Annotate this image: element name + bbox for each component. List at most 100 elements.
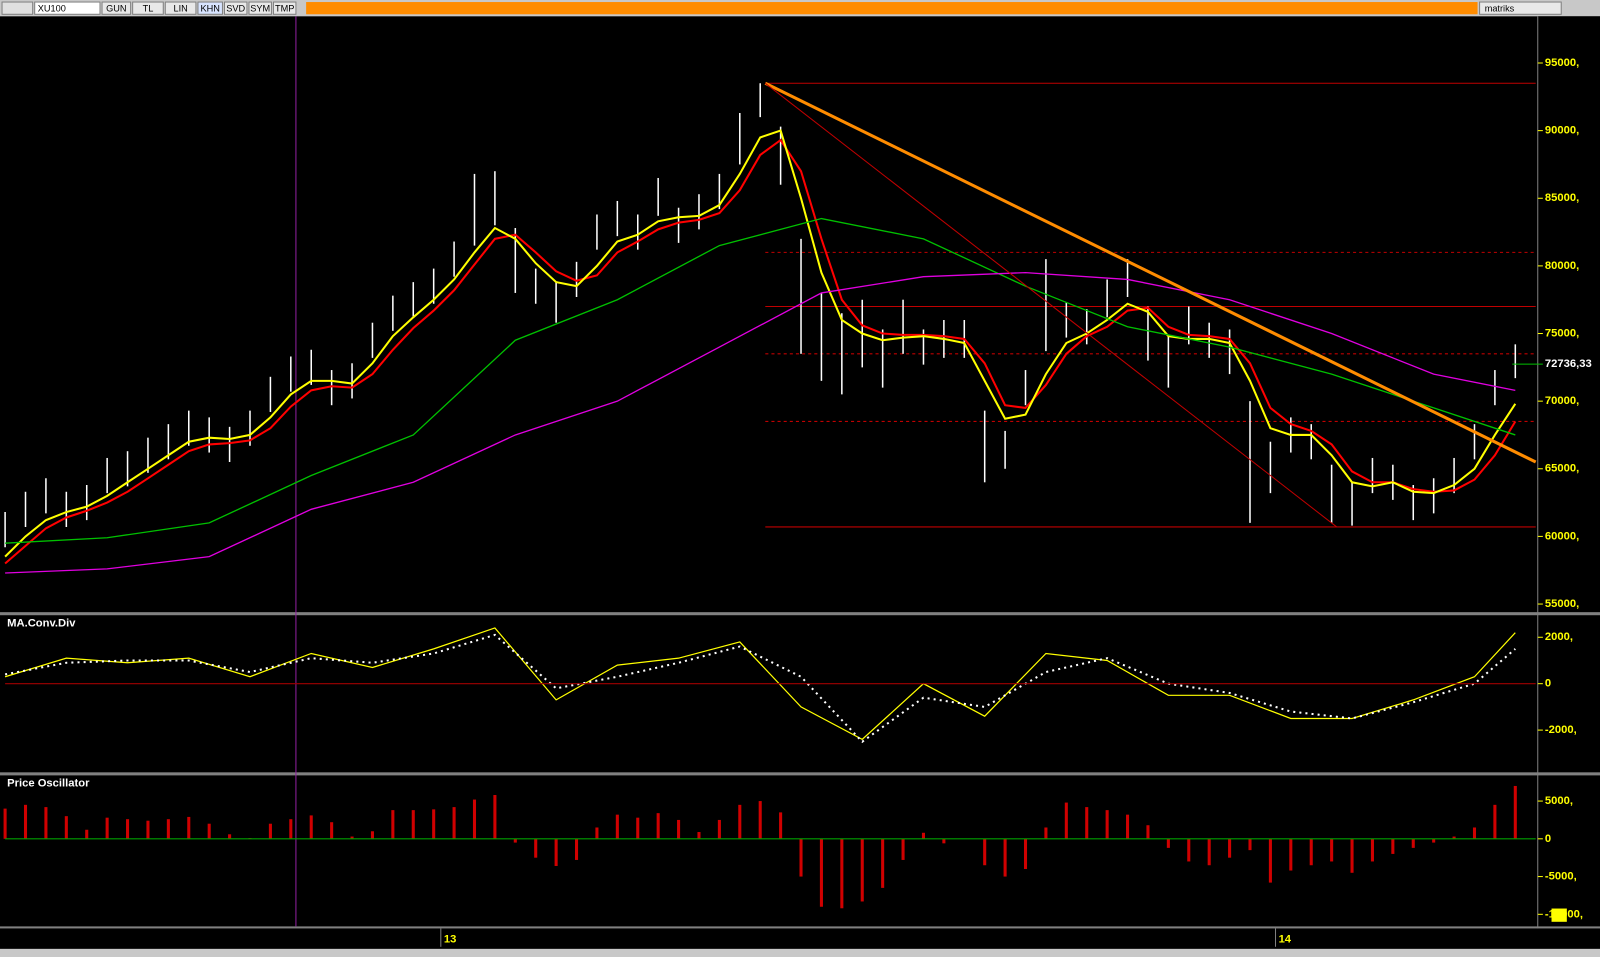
y-tick-label: 80000, <box>1545 260 1579 272</box>
toolbar-button-label: KHN <box>201 4 220 14</box>
histogram-bar <box>309 815 313 839</box>
histogram-bar <box>64 816 68 839</box>
y-tick-label: 2000, <box>1545 631 1573 643</box>
histogram-bar <box>105 817 109 839</box>
histogram-bar <box>126 819 130 839</box>
histogram-bar <box>799 838 803 877</box>
symbol-box[interactable] <box>34 1 101 15</box>
toolbar-button[interactable] <box>248 1 272 15</box>
right-axis <box>1537 16 1600 957</box>
histogram-bar <box>268 823 272 839</box>
moving-average <box>4 129 1517 558</box>
panel-title: MA.Conv.Div <box>7 617 76 629</box>
histogram-bar <box>1472 827 1477 839</box>
y-tick-label: -5000, <box>1545 871 1577 883</box>
histogram-bar <box>1248 838 1252 851</box>
histogram-bar <box>636 817 640 839</box>
histogram-bar <box>370 831 374 839</box>
toolbar-button[interactable] <box>164 1 197 15</box>
panel-separator <box>0 772 1600 776</box>
histogram-bar <box>85 829 89 839</box>
indicator-line <box>4 627 1516 741</box>
histogram-bar <box>1289 838 1293 871</box>
histogram-bar <box>1493 804 1497 839</box>
histogram-bar <box>1146 825 1150 839</box>
toolbar-button[interactable] <box>272 1 297 15</box>
histogram-bar <box>513 838 517 843</box>
histogram-bar <box>493 795 497 839</box>
histogram-bar <box>697 832 701 839</box>
toolbar-button[interactable] <box>132 1 164 15</box>
histogram-bar <box>656 813 660 839</box>
toolbar-button[interactable] <box>223 1 248 15</box>
toolbar-button[interactable] <box>101 1 132 15</box>
histogram-bar <box>1207 838 1211 866</box>
histogram-bar <box>289 819 293 839</box>
histogram-bar <box>554 838 558 866</box>
y-tick-label: -2000, <box>1545 724 1577 736</box>
histogram-bar <box>921 832 925 839</box>
histogram-bar <box>1166 838 1170 848</box>
toolbar-button-label: GUN <box>106 4 126 14</box>
panel <box>4 627 1516 744</box>
histogram-bar <box>1350 838 1354 873</box>
histogram-bar <box>23 804 28 839</box>
histogram-bar <box>350 836 354 839</box>
histogram-bar <box>1370 838 1374 862</box>
histogram-bar <box>1513 785 1517 839</box>
histogram-bar <box>738 804 742 839</box>
toolbar-button-label: SYM <box>250 4 270 14</box>
histogram-bar <box>1105 810 1109 839</box>
histogram-bar <box>901 838 905 860</box>
symbol-icon[interactable] <box>1 1 34 15</box>
histogram-bar <box>819 838 823 907</box>
y-tick-label: 75000, <box>1545 327 1579 339</box>
y-tick-label: 65000, <box>1545 463 1579 475</box>
histogram-bar <box>1187 838 1191 862</box>
y-tick-label: 0 <box>1545 833 1551 845</box>
x-tick-label: 13 <box>444 934 456 946</box>
histogram-bar <box>187 816 191 839</box>
histogram-bar <box>146 820 150 839</box>
toolbar-button-label: SVD <box>226 4 245 14</box>
trendline <box>764 82 1338 528</box>
y-tick-label: -10000, <box>1545 908 1583 920</box>
histogram-bar <box>1391 838 1395 854</box>
histogram-bar <box>677 819 681 839</box>
y-tick-label: 5000, <box>1545 795 1573 807</box>
toolbar-button[interactable] <box>197 1 223 15</box>
scrollbar[interactable] <box>0 948 1600 957</box>
trendline <box>764 81 1537 464</box>
histogram-bar <box>3 808 7 839</box>
histogram-bar <box>432 809 436 839</box>
histogram-bar <box>595 827 599 839</box>
y-tick-label: 85000, <box>1545 192 1579 204</box>
histogram-bar <box>330 822 334 839</box>
y-tick-label: 0 <box>1545 678 1551 690</box>
histogram-bar <box>840 838 844 909</box>
histogram-bar <box>1003 838 1007 877</box>
histogram-bar <box>1044 827 1048 839</box>
histogram-bar <box>1085 807 1089 839</box>
histogram-bar <box>881 838 885 888</box>
histogram-bar <box>717 819 721 839</box>
brand-box <box>1479 1 1562 15</box>
y-tick-label: 60000, <box>1545 530 1579 542</box>
histogram-bar <box>452 807 456 839</box>
histogram-bar <box>779 812 783 839</box>
histogram-bar <box>1432 838 1436 843</box>
histogram-bar <box>44 807 48 839</box>
y-tick-label: 70000, <box>1545 395 1579 407</box>
histogram-bar <box>1228 838 1232 858</box>
panel-separator <box>0 926 1600 929</box>
histogram-bar <box>472 799 477 839</box>
histogram-bar <box>1411 838 1415 848</box>
corner-button[interactable] <box>1550 907 1568 923</box>
histogram-bar <box>758 801 762 839</box>
moving-average <box>4 138 1517 565</box>
symbol: XU100 <box>38 4 66 14</box>
histogram-bar <box>1452 836 1456 839</box>
toolbar-button-label: TMP <box>275 4 294 14</box>
